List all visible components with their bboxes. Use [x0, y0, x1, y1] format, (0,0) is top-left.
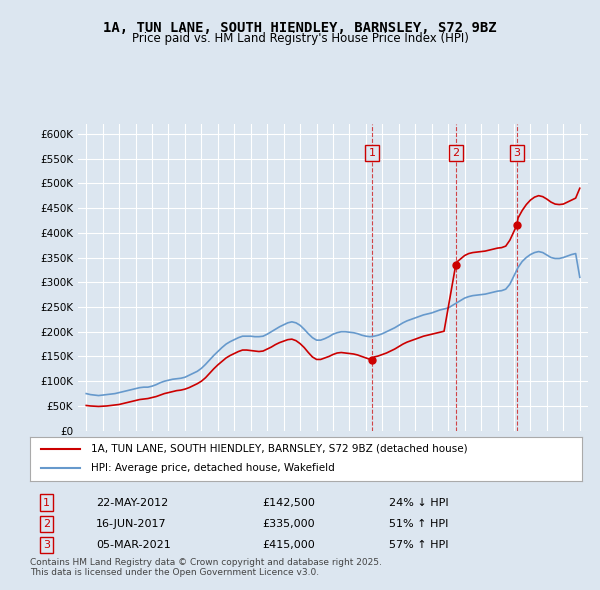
Text: HPI: Average price, detached house, Wakefield: HPI: Average price, detached house, Wake…: [91, 464, 334, 473]
Text: 1: 1: [43, 498, 50, 507]
Text: Contains HM Land Registry data © Crown copyright and database right 2025.
This d: Contains HM Land Registry data © Crown c…: [30, 558, 382, 577]
Text: £415,000: £415,000: [262, 540, 314, 550]
Text: Price paid vs. HM Land Registry's House Price Index (HPI): Price paid vs. HM Land Registry's House …: [131, 32, 469, 45]
Text: 3: 3: [43, 540, 50, 550]
Text: 1: 1: [369, 148, 376, 158]
Text: 51% ↑ HPI: 51% ↑ HPI: [389, 519, 448, 529]
Text: 22-MAY-2012: 22-MAY-2012: [96, 498, 169, 507]
Text: £142,500: £142,500: [262, 498, 315, 507]
Text: 57% ↑ HPI: 57% ↑ HPI: [389, 540, 448, 550]
Text: 2: 2: [452, 148, 459, 158]
Text: 1A, TUN LANE, SOUTH HIENDLEY, BARNSLEY, S72 9BZ: 1A, TUN LANE, SOUTH HIENDLEY, BARNSLEY, …: [103, 21, 497, 35]
Text: 05-MAR-2021: 05-MAR-2021: [96, 540, 171, 550]
Text: 1A, TUN LANE, SOUTH HIENDLEY, BARNSLEY, S72 9BZ (detached house): 1A, TUN LANE, SOUTH HIENDLEY, BARNSLEY, …: [91, 444, 467, 454]
Text: 3: 3: [513, 148, 520, 158]
Text: 24% ↓ HPI: 24% ↓ HPI: [389, 498, 448, 507]
Text: 2: 2: [43, 519, 50, 529]
Text: £335,000: £335,000: [262, 519, 314, 529]
Text: 16-JUN-2017: 16-JUN-2017: [96, 519, 167, 529]
